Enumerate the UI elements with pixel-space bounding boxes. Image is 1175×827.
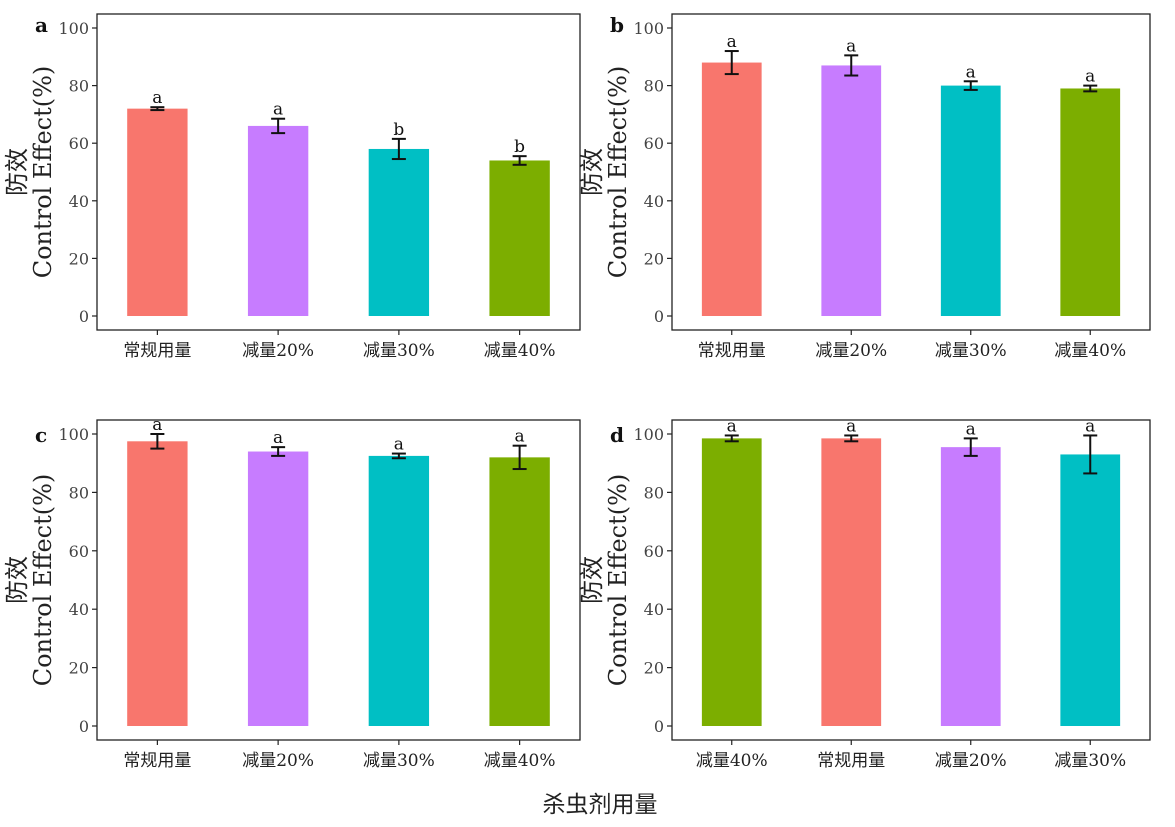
significance-label: a: [1085, 416, 1095, 436]
x-tick-label: 减量20%: [242, 341, 314, 361]
y-axis-title-en: Control Effect(%): [29, 474, 57, 687]
significance-label: a: [152, 415, 162, 435]
bar: [940, 85, 1001, 316]
x-tick-label: 常规用量: [698, 341, 766, 361]
y-tick-label: 40: [69, 192, 89, 211]
x-tick-label: 减量30%: [363, 341, 435, 361]
y-tick-label: 0: [79, 717, 89, 736]
y-tick-label: 60: [644, 542, 664, 561]
bar: [127, 441, 188, 726]
bar: [701, 62, 762, 317]
x-tick-label: 减量40%: [484, 341, 556, 361]
significance-label: a: [273, 428, 283, 448]
y-tick-label: 0: [654, 717, 664, 736]
y-tick-label: 20: [69, 249, 89, 268]
bar: [701, 438, 762, 726]
bar: [127, 108, 188, 316]
x-tick-label: 减量40%: [1054, 341, 1126, 361]
bar: [489, 160, 550, 316]
bar: [940, 447, 1001, 726]
y-tick-label: 20: [644, 249, 664, 268]
shared-x-axis-title: 杀虫剂用量: [543, 792, 658, 818]
x-tick-label: 常规用量: [123, 341, 191, 361]
x-tick-label: 减量40%: [696, 751, 768, 771]
significance-label: a: [515, 427, 525, 447]
significance-label: a: [966, 419, 976, 439]
y-axis-title-cn: 防效: [578, 556, 606, 604]
y-tick-label: 60: [69, 134, 89, 153]
y-tick-label: 40: [644, 192, 664, 211]
y-tick-label: 20: [69, 659, 89, 678]
y-tick-label: 100: [58, 19, 89, 38]
bar: [247, 451, 309, 726]
y-tick-label: 0: [79, 307, 89, 326]
y-tick-label: 80: [69, 77, 89, 96]
significance-label: a: [394, 435, 404, 455]
x-tick-label: 减量30%: [363, 751, 435, 771]
y-axis-title-en: Control Effect(%): [604, 66, 632, 279]
significance-label: a: [846, 416, 856, 436]
plot-frame: [96, 419, 581, 741]
plot-frame: [671, 13, 1151, 331]
x-tick-label: 减量20%: [935, 751, 1007, 771]
y-tick-label: 20: [644, 659, 664, 678]
x-tick-label: 减量20%: [242, 751, 314, 771]
x-tick-label: 常规用量: [817, 751, 885, 771]
y-axis-title-cn: 防效: [3, 556, 31, 604]
significance-label: a: [846, 36, 856, 56]
bar: [368, 148, 430, 316]
significance-label: a: [727, 32, 737, 52]
significance-label: b: [514, 137, 525, 157]
y-axis-title-cn: 防效: [578, 148, 606, 196]
panel-label: d: [610, 423, 624, 447]
y-axis-title-cn: 防效: [3, 148, 31, 196]
panel-label: b: [610, 13, 624, 37]
bar: [1060, 88, 1121, 316]
y-tick-label: 80: [644, 77, 664, 96]
x-tick-label: 减量20%: [815, 341, 887, 361]
plot-frame: [96, 13, 581, 331]
significance-label: a: [1085, 67, 1095, 87]
y-tick-label: 80: [69, 483, 89, 502]
significance-label: b: [393, 120, 404, 140]
x-tick-label: 常规用量: [123, 751, 191, 771]
significance-label: a: [727, 416, 737, 436]
y-tick-label: 80: [644, 483, 664, 502]
y-tick-label: 100: [633, 425, 664, 444]
y-axis-title-en: Control Effect(%): [604, 474, 632, 687]
significance-label: a: [152, 88, 162, 108]
bar: [247, 125, 309, 316]
x-tick-label: 减量40%: [484, 751, 556, 771]
x-tick-label: 减量30%: [1054, 751, 1126, 771]
y-axis-title-en: Control Effect(%): [29, 66, 57, 279]
y-tick-label: 40: [69, 600, 89, 619]
panel-label: c: [35, 423, 47, 447]
y-tick-label: 60: [644, 134, 664, 153]
bar: [1060, 454, 1121, 726]
bar: [821, 438, 882, 726]
panel-label: a: [35, 13, 48, 37]
x-tick-label: 减量30%: [935, 341, 1007, 361]
y-tick-label: 40: [644, 600, 664, 619]
plot-frame: [671, 419, 1151, 741]
significance-label: a: [273, 100, 283, 120]
y-tick-label: 100: [633, 19, 664, 38]
significance-label: a: [966, 62, 976, 82]
y-tick-label: 0: [654, 307, 664, 326]
bar: [368, 455, 430, 726]
y-tick-label: 100: [58, 425, 89, 444]
y-tick-label: 60: [69, 542, 89, 561]
bar: [821, 65, 882, 316]
bar: [489, 457, 550, 726]
